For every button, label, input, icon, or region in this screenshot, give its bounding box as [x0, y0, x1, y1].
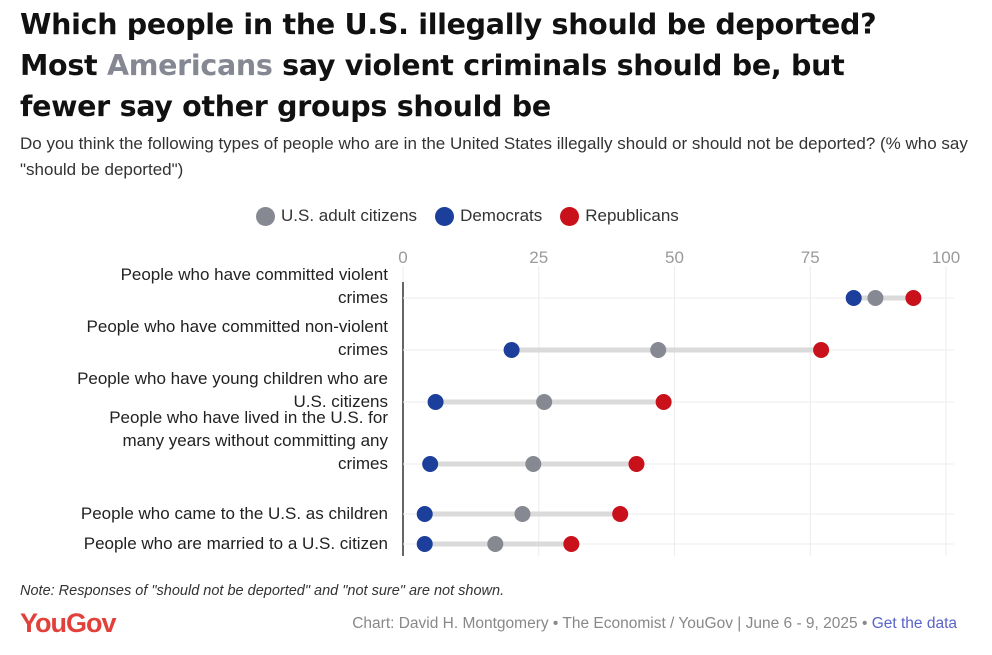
dot-u-s-adult-citizens-row-0 [867, 290, 884, 306]
row-label-0-line-1: crimes [337, 288, 388, 307]
legend-label-democrats: Democrats [460, 206, 543, 225]
dot-democrats-row-3 [422, 456, 439, 472]
dot-plot-chart: 0 25 50 75 100 [398, 248, 960, 556]
dot-democrats-row-0 [845, 290, 862, 306]
row-label-2: People who have young children who are U.… [0, 367, 388, 413]
dot-u-s-adult-citizens-row-2 [536, 394, 553, 410]
legend-dot-adults [256, 206, 275, 226]
dot-republicans-row-1 [813, 342, 830, 358]
legend-label-adults: U.S. adult citizens [281, 206, 418, 225]
legend-item-adults: U.S. adult citizens [256, 206, 417, 226]
title-line-2-end: say violent criminals should be, but [272, 49, 845, 82]
dot-democrats-row-5 [416, 536, 433, 552]
legend-item-republicans: Republicans [560, 206, 679, 226]
row-label-2-line-1: U.S. citizens [293, 392, 388, 411]
row-label-3: People who have lived in the U.S. for man… [0, 406, 388, 475]
title-line-3: fewer say other groups should be [20, 90, 551, 123]
legend-item-democrats: Democrats [435, 206, 542, 226]
row-label-5-line-0: People who are married to a U.S. citizen [83, 534, 388, 553]
title-line-1: Which people in the U.S. illegally shoul… [20, 8, 877, 41]
x-tick-label-100: 100 [932, 248, 960, 267]
get-the-data-link[interactable]: Get the data [871, 615, 957, 632]
x-tick-label-0: 0 [398, 248, 407, 267]
row-label-4: People who came to the U.S. as children [0, 502, 388, 525]
legend: U.S. adult citizens Democrats Republican… [256, 204, 697, 228]
dot-u-s-adult-citizens-row-5 [487, 536, 504, 552]
dot-democrats-row-4 [416, 506, 433, 522]
dot-republicans-row-4 [612, 506, 629, 522]
row-label-0-line-0: People who have committed violent [120, 265, 388, 284]
dot-u-s-adult-citizens-row-4 [514, 506, 531, 522]
title-highlight-americans: Americans [106, 49, 273, 82]
row-label-3-line-0: People who have lived in the U.S. for [109, 408, 388, 427]
yougov-logo: YouGov [20, 608, 117, 638]
row-label-0: People who have committed violent crimes [0, 263, 388, 309]
row-label-1-line-0: People who have committed non-violent [86, 317, 388, 336]
credit-text: Chart: David H. Montgomery • The Economi… [352, 615, 872, 632]
row-label-3-line-1: many years without committing any [122, 431, 389, 450]
row-label-2-line-0: People who have young children who are [77, 369, 388, 388]
title-line-2-start: Most [20, 49, 107, 82]
row-label-5: People who are married to a U.S. citizen [0, 532, 388, 555]
chart-title: Which people in the U.S. illegally shoul… [20, 4, 970, 127]
dot-democrats-row-2 [427, 394, 444, 410]
dot-republicans-row-2 [655, 394, 672, 410]
x-tick-label-50: 50 [665, 248, 684, 267]
dot-u-s-adult-citizens-row-3 [525, 456, 542, 472]
row-label-1: People who have committed non-violent cri… [0, 315, 388, 361]
row-label-3-line-2: crimes [337, 454, 388, 473]
dot-republicans-row-5 [563, 536, 580, 552]
dot-republicans-row-3 [628, 456, 645, 472]
chart-subtitle: Do you think the following types of peop… [20, 134, 968, 179]
dot-republicans-row-0 [905, 290, 922, 306]
legend-label-republicans: Republicans [585, 206, 679, 225]
x-tick-label-25: 25 [529, 248, 548, 267]
dot-democrats-row-1 [503, 342, 520, 358]
row-label-4-line-0: People who came to the U.S. as children [80, 504, 388, 523]
dot-u-s-adult-citizens-row-1 [650, 342, 667, 358]
legend-dot-republicans [560, 206, 580, 226]
row-label-1-line-1: crimes [337, 340, 388, 359]
chart-note: Note: Responses of "should not be deport… [20, 583, 505, 599]
x-tick-label-75: 75 [801, 248, 820, 267]
legend-dot-democrats [435, 206, 455, 226]
chart-credit: Chart: David H. Montgomery • The Economi… [352, 615, 957, 633]
